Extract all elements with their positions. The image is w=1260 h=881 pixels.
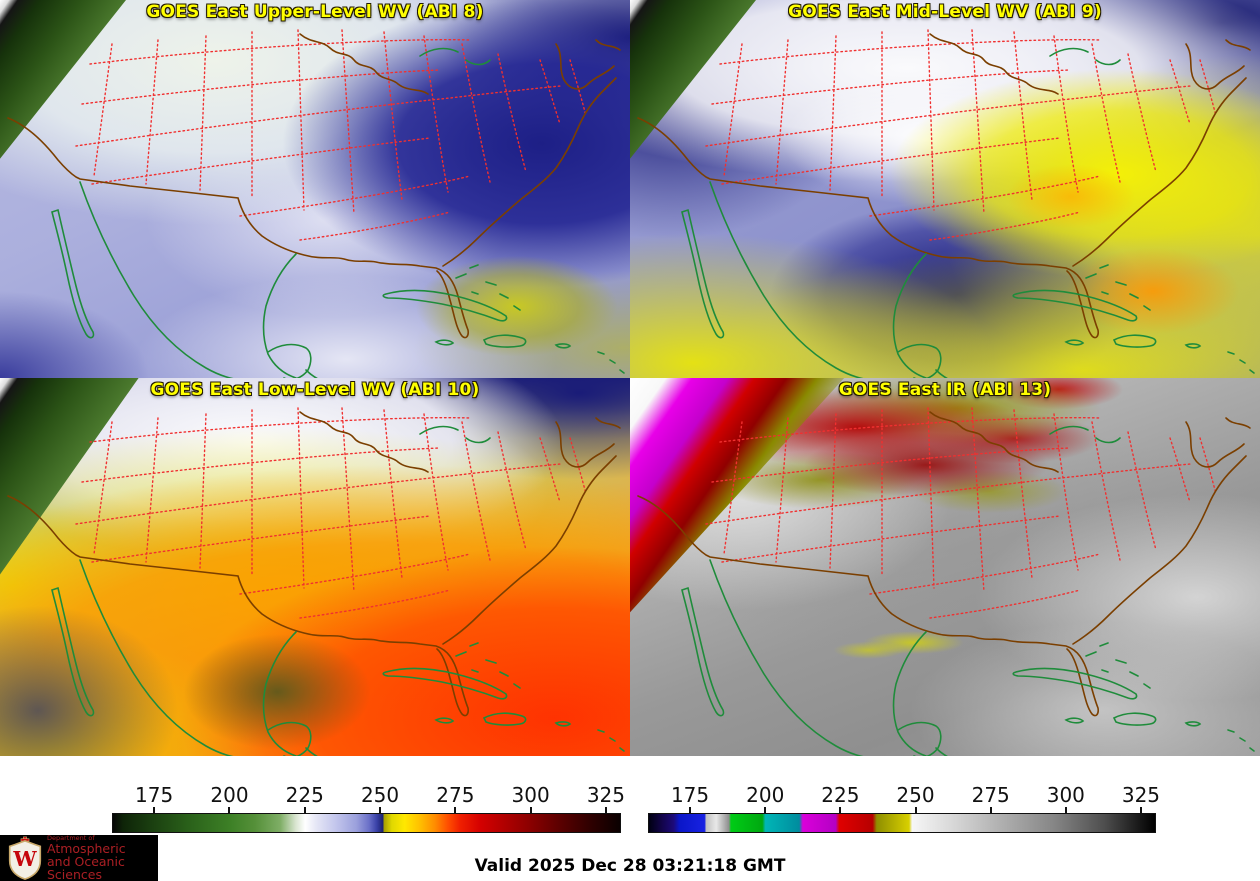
uw-monogram: W [12, 847, 37, 871]
ir-colorbar-ticks [648, 807, 1156, 813]
colorbar-tick-label: 175 [670, 783, 710, 807]
basemap-overlay [637, 29, 1255, 378]
wv-colorbar-ticks [112, 807, 621, 813]
us-coastline [7, 33, 621, 339]
colorbar-tick-label: 175 [135, 783, 174, 807]
basemap-overlay [637, 407, 1255, 756]
panel-mid-level-wv: GOES East Mid-Level WV (ABI 9) [630, 0, 1260, 378]
map-overlay [630, 378, 1260, 756]
colorbar-tick-label: 275 [971, 783, 1010, 807]
logo-oceanic-line: and Oceanic Sciences [47, 853, 125, 881]
panel-title-mid-wv: GOES East Mid-Level WV (ABI 9) [788, 2, 1102, 22]
panel-ir: GOES East IR (ABI 13) [630, 378, 1260, 756]
wv-colorbar-gradient [112, 813, 621, 833]
panel-title-low-wv: GOES East Low-Level WV (ABI 10) [150, 380, 480, 400]
colorbar-tick-label: 300 [1046, 783, 1085, 807]
panel-title-ir: GOES East IR (ABI 13) [838, 380, 1052, 400]
footer: 175 200 225 250 275 300 325 175 200 225 250 275 300… [0, 756, 1260, 881]
colorbar-tick-mark [1139, 807, 1142, 813]
colorbar-tick-label: 275 [436, 783, 475, 807]
ir-colorbar-gradient [648, 813, 1156, 833]
colorbar-tick-mark [454, 807, 457, 813]
colorbar-tick-mark [989, 807, 992, 813]
international-coastline [681, 47, 1255, 378]
us-coastline [637, 411, 1251, 717]
us-coastline [7, 411, 621, 717]
logo-atmospheric-line: Atmospheric [47, 840, 126, 856]
colorbar-tick-label: 250 [896, 783, 935, 807]
state-boundaries [75, 29, 587, 241]
satellite-panel-grid: GOES East Upper-Level WV (ABI 8) [0, 0, 1260, 756]
ir-colorbar-labels: 175 200 225 250 275 300 325 [648, 783, 1160, 807]
colorbar-tick-label: 325 [586, 783, 626, 807]
colorbar-tick-mark [689, 807, 692, 813]
basemap-overlay [7, 407, 625, 756]
panel-upper-level-wv: GOES East Upper-Level WV (ABI 8) [0, 0, 630, 378]
colorbar-tick-label: 200 [210, 783, 249, 807]
ir-colorbar: 175 200 225 250 275 300 325 [648, 783, 1160, 847]
uw-crest-icon: W [8, 836, 42, 880]
state-boundaries [705, 29, 1217, 241]
international-coastline [681, 425, 1255, 756]
colorbar-tick-label: 200 [746, 783, 785, 807]
basemap-overlay [7, 29, 625, 378]
international-coastline [51, 425, 625, 756]
colorbar-tick-mark [764, 807, 767, 813]
colorbar-tick-label: 325 [1121, 783, 1161, 807]
panel-low-level-wv: GOES East Low-Level WV (ABI 10) [0, 378, 630, 756]
valid-timestamp: Valid 2025 Dec 28 03:21:18 GMT [474, 856, 786, 876]
colorbar-tick-mark [228, 807, 231, 813]
wv-colorbar: 175 200 225 250 275 300 325 [112, 783, 625, 847]
colorbar-tick-label: 250 [360, 783, 400, 807]
colorbar-tick-mark [839, 807, 842, 813]
colorbar-tick-mark [379, 807, 382, 813]
international-coastline [51, 47, 625, 378]
state-boundaries [705, 407, 1217, 619]
logo-text: Department of Atmospheric and Oceanic Sc… [47, 835, 158, 881]
colorbar-tick-mark [604, 807, 607, 813]
colorbar-tick-mark [303, 807, 306, 813]
wv-colorbar-labels: 175 200 225 250 275 300 325 [112, 783, 625, 807]
colorbar-tick-mark [153, 807, 156, 813]
state-boundaries [75, 407, 587, 619]
colorbar-tick-mark [1064, 807, 1067, 813]
map-overlay [630, 0, 1260, 378]
us-coastline [637, 33, 1251, 339]
logo-dept-line: Department of [47, 833, 95, 842]
map-overlay [0, 0, 630, 378]
colorbar-tick-label: 225 [285, 783, 324, 807]
uw-aos-logo: W Department of Atmospheric and Oceanic … [0, 835, 158, 881]
map-overlay [0, 378, 630, 756]
colorbar-tick-label: 225 [821, 783, 860, 807]
panel-title-upper-wv: GOES East Upper-Level WV (ABI 8) [146, 2, 484, 22]
colorbar-tick-mark [529, 807, 532, 813]
colorbar-tick-label: 300 [511, 783, 550, 807]
colorbar-tick-mark [914, 807, 917, 813]
